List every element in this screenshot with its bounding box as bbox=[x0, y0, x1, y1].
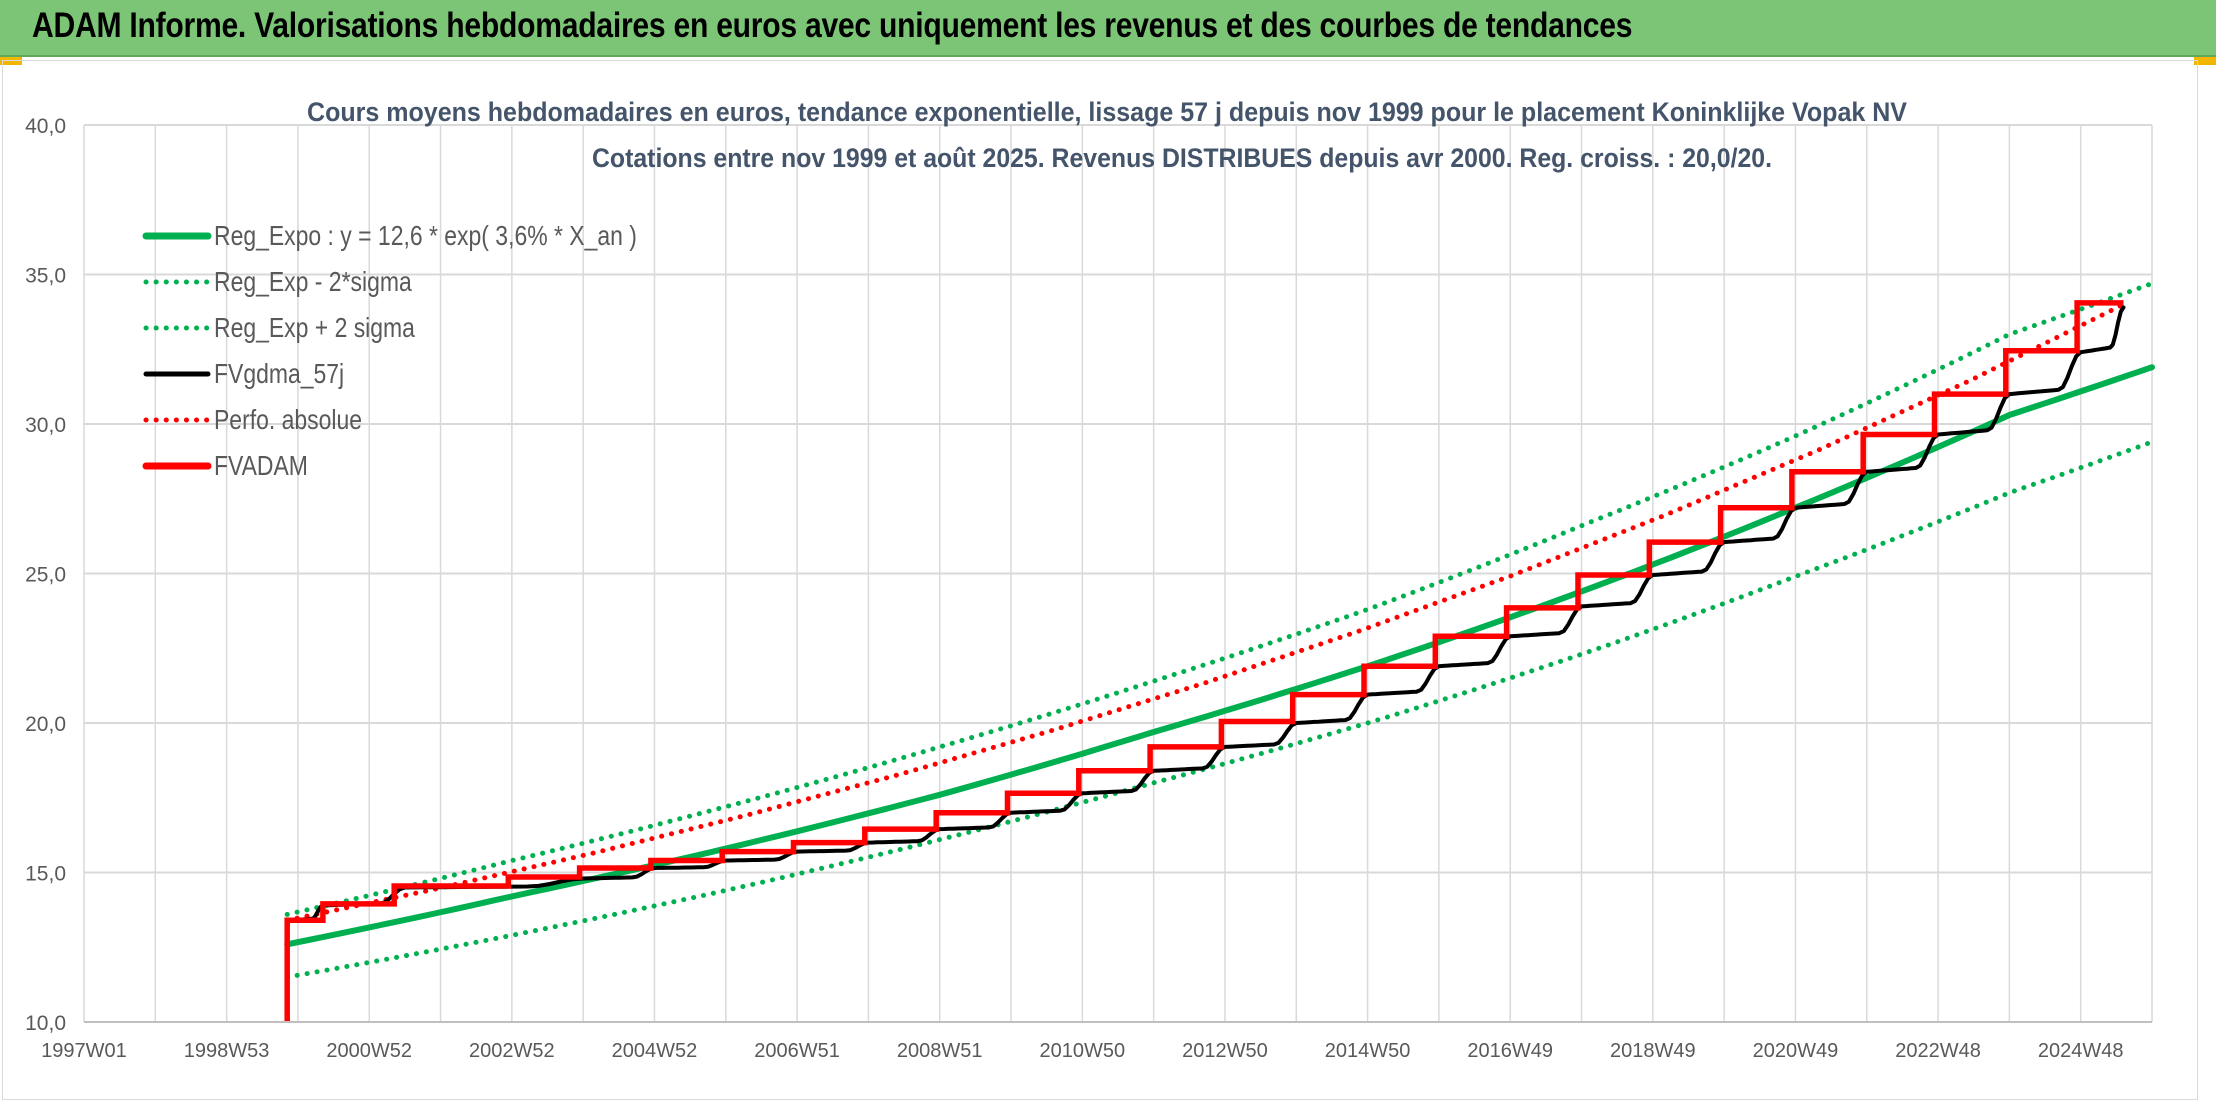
series-perfo-absolue bbox=[284, 301, 2126, 923]
series-reg-exp-2-sigma bbox=[284, 439, 2155, 980]
y-tick-label: 35,0 bbox=[25, 265, 66, 288]
x-tick-label: 2000W52 bbox=[326, 1040, 412, 1062]
axis-layer: 10,0 15,0 20,0 25,0 30,0 35,0 40,0 1997W01 1998W… bbox=[25, 115, 2152, 1062]
series-layer bbox=[284, 281, 2155, 1022]
y-tick-label: 10,0 bbox=[25, 1012, 66, 1035]
x-tick-label: 2012W50 bbox=[1182, 1040, 1268, 1062]
corner-marker-left bbox=[0, 57, 22, 65]
x-tick-label: 2008W51 bbox=[897, 1040, 983, 1062]
y-tick-label: 25,0 bbox=[25, 564, 66, 587]
corner-marker-right bbox=[2194, 57, 2216, 65]
x-tick-label: 2016W49 bbox=[1467, 1040, 1553, 1062]
x-tick-label: 1998W53 bbox=[184, 1040, 270, 1062]
chart-frame bbox=[2, 60, 2198, 1100]
x-tick-label: 2024W48 bbox=[2038, 1040, 2124, 1062]
x-tick-label: 2014W50 bbox=[1325, 1040, 1411, 1062]
chart-title: Cours moyens hebdomadaires en euros, ten… bbox=[307, 97, 1907, 127]
y-tick-label: 20,0 bbox=[25, 713, 66, 736]
legend: Reg_Expo : y = 12,6 * exp( 3,6% * X_an )… bbox=[142, 221, 637, 482]
series-reg-exp-2-sigma bbox=[284, 281, 2155, 917]
chart-subtitle: Cotations entre nov 1999 et août 2025. R… bbox=[592, 143, 1772, 173]
x-tick-label: 2004W52 bbox=[612, 1040, 698, 1062]
series-fvgdma-57j bbox=[285, 305, 2126, 923]
legend-label: Reg_Exp - 2*sigma bbox=[214, 267, 412, 298]
series-reg-expo-y-12-6-exp-3-6-x-an bbox=[284, 364, 2155, 948]
x-tick-label: 2006W51 bbox=[754, 1040, 840, 1062]
y-tick-label: 30,0 bbox=[25, 414, 66, 437]
x-tick-label: 1997W01 bbox=[41, 1040, 127, 1062]
legend-label: Reg_Exp + 2 sigma bbox=[214, 313, 416, 344]
y-tick-label: 15,0 bbox=[25, 863, 66, 886]
legend-label: Perfo. absolue bbox=[214, 405, 362, 436]
x-tick-label: 2020W49 bbox=[1753, 1040, 1839, 1062]
x-tick-label: 2022W48 bbox=[1895, 1040, 1981, 1062]
x-tick-label: 2010W50 bbox=[1040, 1040, 1126, 1062]
legend-label: Reg_Expo : y = 12,6 * exp( 3,6% * X_an ) bbox=[214, 221, 637, 252]
x-tick-label: 2018W49 bbox=[1610, 1040, 1696, 1062]
series-fvadam bbox=[284, 300, 2124, 1022]
report-banner: ADAM Informe. Valorisations hebdomadaire… bbox=[0, 0, 2216, 57]
legend-label: FVgdma_57j bbox=[214, 359, 344, 390]
y-tick-label: 40,0 bbox=[25, 115, 66, 138]
legend-label: FVADAM bbox=[214, 451, 308, 482]
x-tick-label: 2002W52 bbox=[469, 1040, 555, 1062]
report-title: ADAM Informe. Valorisations hebdomadaire… bbox=[32, 6, 1633, 45]
